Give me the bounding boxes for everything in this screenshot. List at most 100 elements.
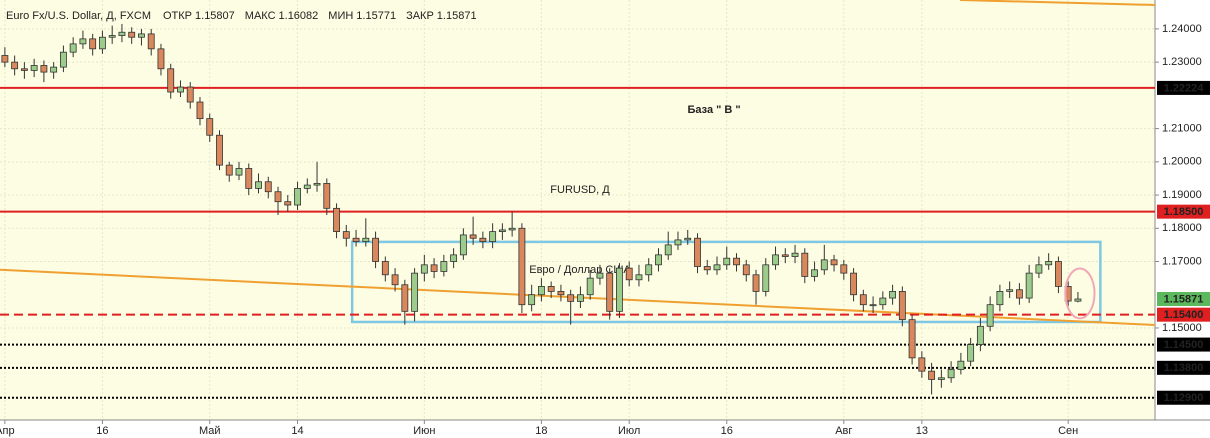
candle-body (440, 261, 448, 272)
price-tag-bg (1157, 307, 1210, 322)
y-tick-label: 1.23000 (1162, 56, 1202, 68)
candle-body (342, 231, 350, 239)
candle-body (264, 181, 272, 193)
marker-ellipse (1064, 267, 1096, 320)
candle-body (498, 229, 506, 232)
x-tick-label: Сен (1058, 425, 1078, 437)
candle-body (811, 269, 818, 277)
candle-body (450, 254, 458, 262)
candle-body (674, 239, 682, 246)
candle-body (713, 264, 721, 271)
ohlc-value: 1.15771 (356, 10, 396, 22)
candle-body (840, 264, 848, 274)
candle-body (596, 272, 604, 279)
candle-body (1074, 298, 1082, 302)
candle-body (99, 36, 106, 50)
candle-body (147, 33, 155, 50)
candle-body (333, 207, 340, 232)
annotation: База " В " (687, 104, 740, 116)
candle-body (1006, 289, 1014, 292)
candle-body (567, 294, 575, 302)
candle-body (1055, 261, 1062, 287)
price-tag: 1.12900 (1164, 392, 1204, 404)
candle-body (411, 272, 419, 312)
candle-body (1035, 264, 1043, 274)
candle-body (50, 66, 58, 73)
x-tick-label: 14 (291, 425, 303, 437)
price-tag-bg (1157, 360, 1210, 375)
candle-body (820, 259, 828, 271)
candle-body (40, 65, 48, 73)
candle-body (196, 101, 204, 120)
candle-body (723, 257, 731, 266)
plot-area: FURUSD, Д Евро / Доллар США (0, 0, 1155, 420)
candle-body (225, 164, 233, 176)
ohlc-name: МИН (328, 10, 353, 22)
candle-body (733, 257, 740, 266)
candle-body (694, 237, 701, 267)
candle-body (889, 291, 897, 299)
ohlc-name: МАКС (245, 10, 276, 22)
candle-body (362, 237, 370, 242)
candle-body (655, 254, 662, 266)
candle-body (528, 294, 536, 306)
watermark-subtitle: Евро / Доллар США (529, 264, 631, 276)
y-tick-label: 1.17000 (1162, 255, 1202, 267)
candle-body (791, 252, 799, 257)
x-tick-label: 16 (96, 425, 108, 437)
candle-body (772, 254, 779, 266)
trendline (959, 0, 1155, 6)
candle-body (274, 191, 282, 203)
candle-body (391, 274, 399, 286)
y-tick-label: 1.24000 (1162, 23, 1202, 35)
candle-body (420, 264, 428, 274)
candle-body (489, 231, 497, 242)
candle-body (967, 344, 975, 362)
ohlc-value: 1.16082 (279, 10, 319, 22)
candle-body (537, 286, 545, 296)
candle-body (128, 31, 136, 38)
price-tag-bg (1157, 337, 1210, 352)
x-tick-label: 16 (721, 425, 733, 437)
price-tag-bg (1157, 390, 1210, 405)
candle-body (323, 183, 331, 209)
candle-body (986, 304, 994, 327)
candle-body (781, 254, 789, 257)
candle-body (216, 134, 223, 166)
candle-body (69, 43, 77, 53)
candle-body (879, 297, 887, 306)
candle-body (206, 118, 214, 136)
ohlc-value: 1.15807 (195, 10, 235, 22)
candle-body (245, 168, 253, 189)
candle-body (108, 35, 116, 38)
candle-body (11, 61, 19, 70)
candle-body (118, 31, 126, 36)
x-tick-label: Май (199, 425, 221, 437)
candle-body (616, 267, 623, 312)
ohlc-name: ОТКР (163, 10, 192, 22)
candle-body (138, 33, 145, 38)
candle-body (547, 286, 555, 292)
candle-body (167, 68, 175, 93)
ohlc-name: ЗАКР (406, 10, 434, 22)
x-tick-label: 18 (535, 425, 547, 437)
candle-body (606, 272, 614, 312)
x-tick-label: Июн (413, 425, 435, 437)
candle-body (1045, 261, 1053, 266)
candle-body (1015, 289, 1023, 299)
candle-body (937, 377, 945, 380)
candle-body (928, 370, 936, 380)
candle-body (635, 274, 643, 281)
price-tag: 1.15400 (1164, 309, 1204, 321)
y-tick-label: 1.19000 (1162, 189, 1202, 201)
candle-body (586, 277, 594, 296)
candle-body (79, 38, 87, 45)
y-tick-label: 1.21000 (1162, 122, 1202, 134)
price-tag-bg (1157, 204, 1210, 219)
candle-body (459, 234, 467, 256)
candle-body (255, 181, 262, 189)
candle-body (20, 68, 28, 71)
price-tag: 1.14500 (1164, 339, 1204, 351)
candle-body (401, 284, 409, 312)
